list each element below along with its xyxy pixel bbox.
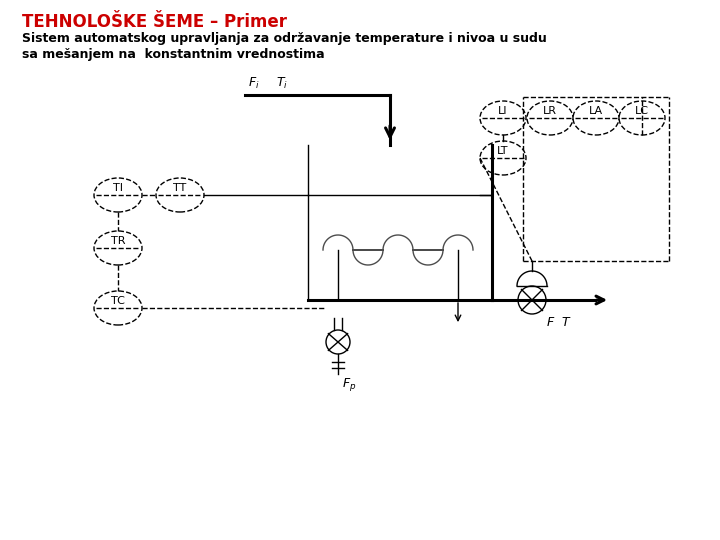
- Text: $F_p$: $F_p$: [342, 376, 356, 393]
- Text: $T_i$: $T_i$: [276, 76, 288, 91]
- Text: LR: LR: [543, 106, 557, 116]
- Text: LI: LI: [498, 106, 508, 116]
- Text: TR: TR: [111, 236, 125, 246]
- Text: TI: TI: [113, 183, 123, 193]
- Text: TEHNOLOŠKE ŠEME – Primer: TEHNOLOŠKE ŠEME – Primer: [22, 13, 287, 31]
- Text: LA: LA: [589, 106, 603, 116]
- Text: sa mešanjem na  konstantnim vrednostima: sa mešanjem na konstantnim vrednostima: [22, 48, 325, 61]
- Text: $F_i$: $F_i$: [248, 76, 260, 91]
- Text: LT: LT: [498, 146, 509, 156]
- Text: TT: TT: [174, 183, 186, 193]
- Text: TC: TC: [111, 296, 125, 306]
- Text: $F\ \ T$: $F\ \ T$: [546, 316, 572, 329]
- Text: Sistem automatskog upravljanja za održavanje temperature i nivoa u sudu: Sistem automatskog upravljanja za održav…: [22, 32, 546, 45]
- Text: LC: LC: [635, 106, 649, 116]
